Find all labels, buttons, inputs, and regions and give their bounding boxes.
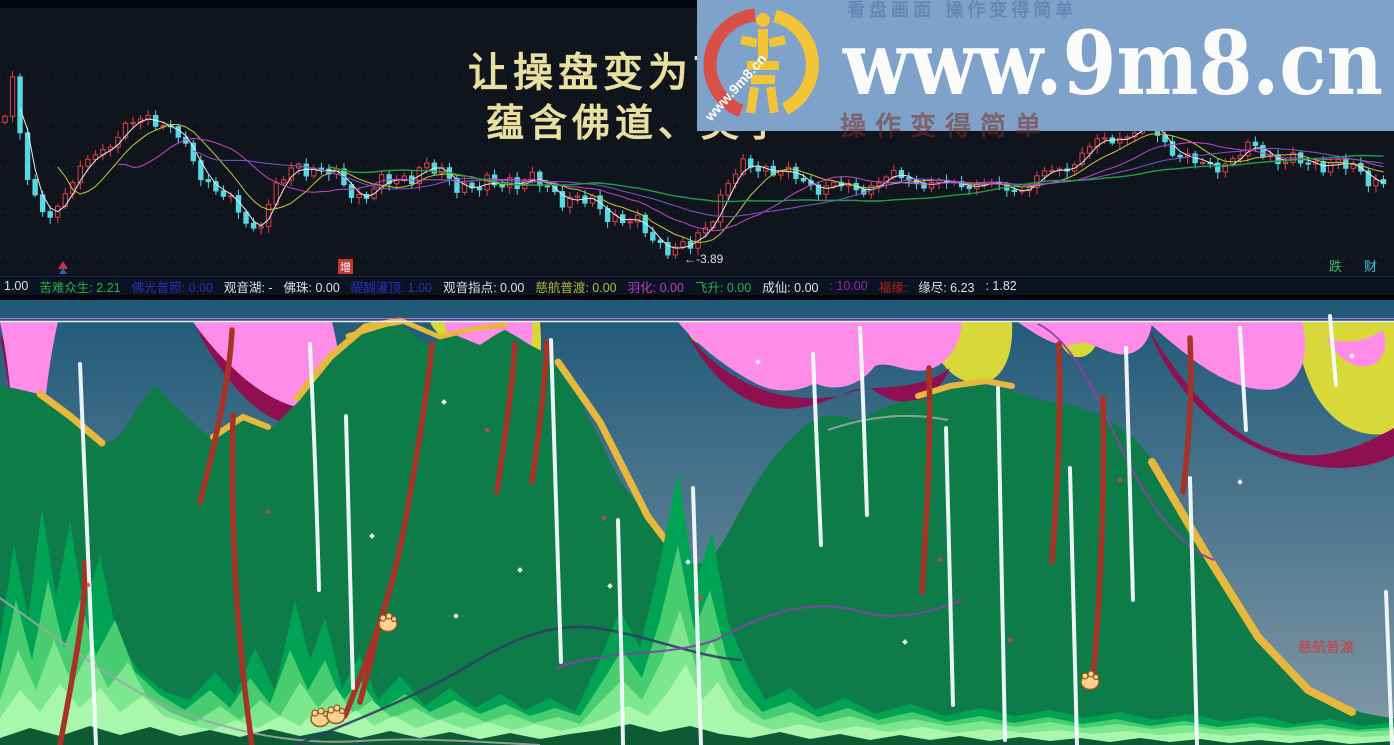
status-item-13[interactable]: 缘尽: 6.23 <box>918 280 975 295</box>
indicator-status-bar: 1.00 苦难众生: 2.21 佛光普照: 0.00 观音湖: - 佛珠: 0.00 醍醐… <box>0 276 1394 296</box>
status-item-11[interactable]: : 10.00 <box>829 279 868 293</box>
low-price-marker: ←-3.89 <box>684 252 724 266</box>
ma-line-16 <box>117 137 1384 232</box>
status-item-0[interactable]: 1.00 <box>4 279 29 293</box>
dark-green-mountain <box>0 324 1394 745</box>
status-item-10[interactable]: 成仙: 0.00 <box>762 280 819 295</box>
status-item-14[interactable]: : 1.82 <box>985 279 1017 293</box>
status-item-6[interactable]: 观音指点: 0.00 <box>443 280 525 295</box>
right-label-1: 财 <box>1364 259 1377 274</box>
9m8-logo <box>703 8 819 118</box>
sparkles-layer <box>85 353 1355 645</box>
status-item-12[interactable]: 福缘: <box>878 280 908 295</box>
right-label-0: 跌 <box>1329 259 1342 274</box>
yellow-ribbons-layer <box>36 317 1356 716</box>
svg-text:增: 增 <box>340 260 351 274</box>
status-item-2[interactable]: 佛光普照: 0.00 <box>131 280 213 295</box>
status-item-3[interactable]: 观音湖: - <box>223 280 273 295</box>
status-item-7[interactable]: 慈航普渡: 0.00 <box>535 280 617 295</box>
indicator-curves-layer <box>0 323 1215 745</box>
status-item-1[interactable]: 苦难众生: 2.21 <box>39 280 121 295</box>
ma-line-26 <box>193 147 1384 218</box>
watermark-ghost-text: 操作变得简单 <box>840 112 1051 142</box>
ma-line-44 <box>328 154 1384 203</box>
white-signal-lines-layer <box>78 314 1394 745</box>
bottom-dark-ridge <box>0 724 1394 745</box>
cloud-bands-layer <box>0 322 1394 562</box>
status-item-9[interactable]: 飞升: 0.00 <box>694 280 752 295</box>
indicator-name-label: 慈航普渡 <box>1298 639 1354 655</box>
watermark-url-text: www.9m8.cn <box>842 11 1383 115</box>
ma-line-8 <box>57 124 1384 244</box>
watermark-ghost-top: 看盘画面 操作变得简单 <box>846 0 1077 21</box>
buddha-hand-markers <box>310 612 1100 728</box>
status-item-5[interactable]: 醍醐灌顶: 1.00 <box>350 280 433 295</box>
bottom-marker-triangles <box>58 261 68 274</box>
cihang-pudu-indicator-pane[interactable]: 慈航普渡 <box>0 300 1394 745</box>
status-item-8[interactable]: 羽化: 0.00 <box>627 280 684 295</box>
status-item-4[interactable]: 佛珠: 0.00 <box>283 280 340 295</box>
red-signal-lines-layer <box>57 327 1194 745</box>
zeng-badge[interactable]: 增 <box>338 259 353 274</box>
